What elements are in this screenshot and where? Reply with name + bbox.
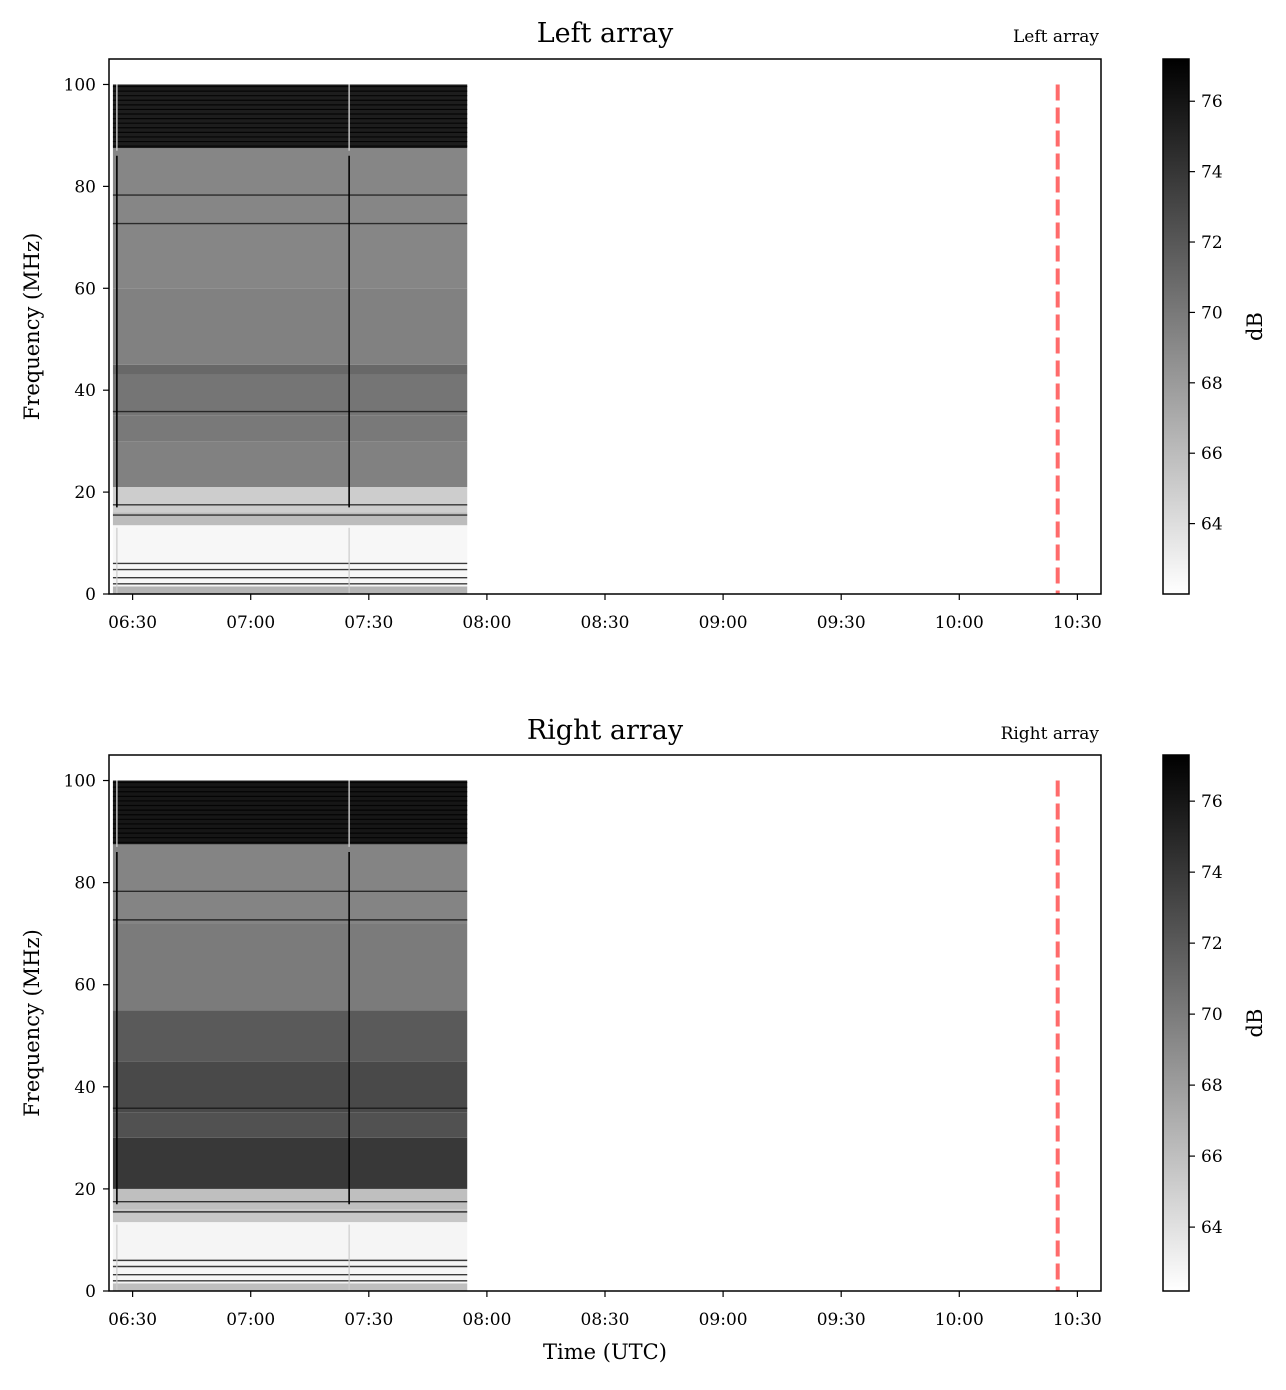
colorbar-tick-label: 68 bbox=[1201, 374, 1223, 394]
colorbar-label: dB bbox=[1243, 312, 1267, 341]
colorbar-tick-label: 70 bbox=[1201, 1005, 1223, 1025]
y-axis-label: Frequency (MHz) bbox=[20, 233, 44, 421]
x-tick-label: 07:30 bbox=[344, 613, 393, 633]
x-tick-label: 09:00 bbox=[699, 1310, 748, 1330]
y-tick-label: 0 bbox=[85, 585, 96, 605]
y-tick-label: 40 bbox=[74, 1078, 96, 1098]
spectrogram-band bbox=[112, 1137, 468, 1189]
y-tick-label: 40 bbox=[74, 381, 96, 401]
x-tick-label: 06:30 bbox=[108, 613, 157, 633]
y-tick-label: 100 bbox=[64, 772, 96, 792]
spectrogram-band bbox=[112, 1188, 468, 1210]
colorbar-tick-label: 72 bbox=[1201, 233, 1223, 253]
x-axis-label: Time (UTC) bbox=[543, 1340, 667, 1364]
x-tick-label: 08:30 bbox=[581, 1310, 630, 1330]
spectrogram-band bbox=[112, 1061, 468, 1113]
colorbar-tick-label: 76 bbox=[1201, 92, 1223, 112]
x-tick-label: 10:30 bbox=[1053, 613, 1102, 633]
spectrogram-band bbox=[112, 441, 468, 487]
colorbar-tick-label: 74 bbox=[1201, 163, 1223, 183]
spectrogram bbox=[112, 84, 468, 594]
colorbar-tick-label: 66 bbox=[1201, 1147, 1223, 1167]
colorbar bbox=[1162, 754, 1190, 1292]
spectrogram-band bbox=[112, 586, 468, 594]
colorbar-label: dB bbox=[1243, 1009, 1267, 1038]
chart-panel-right: 06:30 07:00 07:30 08:00 08:30 09:00 09:30 10:00… bbox=[20, 715, 1267, 1364]
spectrogram-band bbox=[112, 1283, 468, 1291]
spectrogram-band bbox=[112, 364, 468, 375]
x-tick-label: 08:00 bbox=[462, 1310, 511, 1330]
spectrogram-band bbox=[112, 148, 468, 289]
y-tick-label: 0 bbox=[85, 1282, 96, 1302]
y-tick-label: 20 bbox=[74, 483, 96, 503]
colorbar-tick-label: 70 bbox=[1201, 303, 1223, 323]
y-tick-label: 20 bbox=[74, 1180, 96, 1200]
chart-panel-left: 06:30 07:00 07:30 08:00 08:30 09:00 09:30 10:00… bbox=[20, 18, 1267, 633]
x-tick-label: 08:30 bbox=[581, 613, 630, 633]
spectrogram-band bbox=[112, 780, 468, 845]
colorbar bbox=[1162, 58, 1190, 595]
x-tick-label: 07:30 bbox=[344, 1310, 393, 1330]
spectrogram-band bbox=[112, 525, 468, 587]
corner-label: Left array bbox=[1013, 27, 1099, 47]
y-tick-label: 80 bbox=[74, 874, 96, 894]
spectrogram-band bbox=[112, 487, 468, 513]
spectrogram-band bbox=[112, 288, 468, 365]
spectrogram-band bbox=[112, 1010, 468, 1062]
x-tick-label: 10:00 bbox=[935, 1310, 984, 1330]
colorbar-tick-label: 74 bbox=[1201, 863, 1223, 883]
colorbar-tick-label: 66 bbox=[1201, 444, 1223, 464]
spectrogram-band bbox=[112, 1222, 468, 1284]
y-tick-label: 60 bbox=[74, 976, 96, 996]
colorbar-tick-label: 64 bbox=[1201, 1218, 1223, 1238]
x-tick-label: 10:00 bbox=[935, 613, 984, 633]
chart-title: Right array bbox=[527, 715, 684, 746]
x-tick-label: 07:00 bbox=[226, 613, 275, 633]
y-tick-label: 60 bbox=[74, 279, 96, 299]
x-tick-label: 08:00 bbox=[462, 613, 511, 633]
spectrogram-band bbox=[112, 415, 468, 442]
spectrogram-band bbox=[112, 923, 468, 1011]
colorbar-tick-label: 64 bbox=[1201, 515, 1223, 535]
spectrogram-band bbox=[112, 844, 468, 924]
x-tick-label: 07:00 bbox=[226, 1310, 275, 1330]
x-tick-label: 09:30 bbox=[817, 1310, 866, 1330]
x-tick-label: 06:30 bbox=[108, 1310, 157, 1330]
y-tick-label: 80 bbox=[74, 177, 96, 197]
spectrogram-band bbox=[112, 1112, 468, 1138]
colorbar-tick-label: 72 bbox=[1201, 934, 1223, 954]
colorbar-tick-label: 76 bbox=[1201, 792, 1223, 812]
x-tick-label: 09:30 bbox=[817, 613, 866, 633]
chart-title: Left array bbox=[537, 18, 674, 49]
x-tick-label: 09:00 bbox=[699, 613, 748, 633]
corner-label: Right array bbox=[1001, 724, 1100, 744]
x-tick-label: 10:30 bbox=[1053, 1310, 1102, 1330]
y-tick-label: 100 bbox=[64, 75, 96, 95]
colorbar-tick-label: 68 bbox=[1201, 1076, 1223, 1096]
spectrogram-band bbox=[112, 374, 468, 416]
y-axis-label: Frequency (MHz) bbox=[20, 929, 44, 1117]
spectrogram-band bbox=[112, 84, 468, 149]
spectrogram bbox=[112, 780, 468, 1291]
